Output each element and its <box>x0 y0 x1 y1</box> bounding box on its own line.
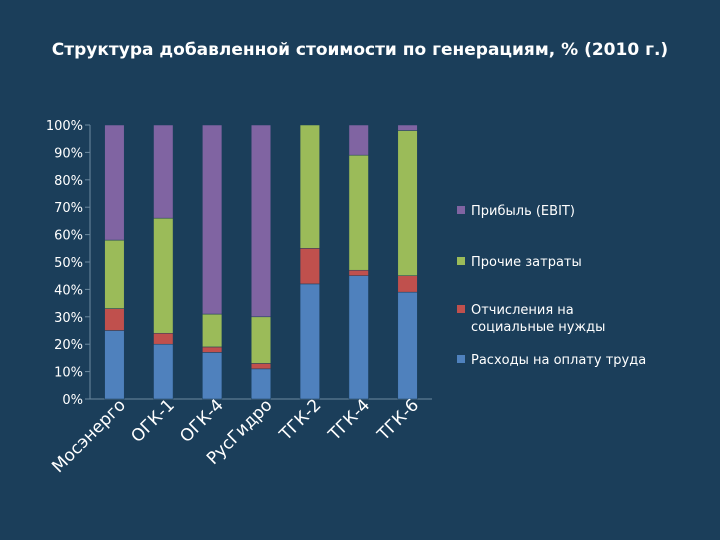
bar-segment <box>299 248 320 285</box>
legend-label: Расходы на оплату труда <box>471 353 646 368</box>
bar-segment <box>153 332 174 345</box>
legend-label: Прибыль (EBIT) <box>471 204 575 219</box>
chart-title: Структура добавленной стоимости по генер… <box>51 40 669 60</box>
y-tick-label: 50% <box>54 256 83 271</box>
bar-segment <box>153 124 174 219</box>
y-tick-label: 70% <box>54 201 83 216</box>
bar-segment <box>250 368 272 400</box>
legend-label: Прочие затраты <box>471 255 582 270</box>
x-tick-label: Мосэнерго <box>48 395 130 477</box>
bar-segment <box>250 316 272 364</box>
x-tick-label: ОГК-1 <box>127 395 178 446</box>
bar-segment <box>250 363 272 370</box>
bar-segment <box>299 283 320 400</box>
bar-segment <box>153 217 174 334</box>
y-tick-label: 20% <box>54 338 83 353</box>
legend: Прибыль (EBIT) Прочие затраты Отчисления н… <box>457 204 646 368</box>
y-tick-label: 100% <box>46 119 83 134</box>
bar-segment <box>104 330 125 400</box>
bar-segment <box>250 124 272 318</box>
y-tick-label: 10% <box>54 366 83 381</box>
y-axis-labels: 0% 10% 20% 30% 40% 50% 60% 70% 80% 90% 100% <box>46 119 83 408</box>
bar-segment <box>397 124 418 131</box>
bar-segment <box>104 239 125 309</box>
bar-segment <box>397 130 418 276</box>
bar-segment <box>104 124 125 241</box>
bar-segment <box>348 269 369 276</box>
bar-segment <box>348 154 369 271</box>
bar-segment <box>202 352 223 400</box>
y-tick-label: 90% <box>54 146 83 161</box>
bar-segment <box>202 346 223 353</box>
bar-segment <box>153 343 174 400</box>
legend-swatch <box>457 257 465 265</box>
bar-segment <box>299 124 320 249</box>
bar-segment <box>104 308 125 331</box>
y-tick-label: 40% <box>54 283 83 298</box>
x-tick-label: ТГК-6 <box>373 395 423 445</box>
y-tick-label: 80% <box>54 174 83 189</box>
bars <box>104 124 418 400</box>
bar-segment <box>397 275 418 293</box>
legend-label: Отчисления на социальные нужды <box>471 303 605 335</box>
x-tick-label: ТГК-2 <box>275 395 325 445</box>
legend-swatch <box>457 206 465 214</box>
bar-segment <box>348 275 369 400</box>
bar-segment <box>397 291 418 400</box>
legend-swatch <box>457 355 465 363</box>
y-tick-label: 0% <box>62 393 83 408</box>
y-tick-label: 60% <box>54 229 83 244</box>
x-tick-label: ТГК-4 <box>324 395 374 445</box>
bar-segment <box>202 124 223 315</box>
bar-segment <box>348 124 369 156</box>
legend-swatch <box>457 305 465 313</box>
bar-segment <box>202 313 223 348</box>
y-tick-label: 30% <box>54 311 83 326</box>
